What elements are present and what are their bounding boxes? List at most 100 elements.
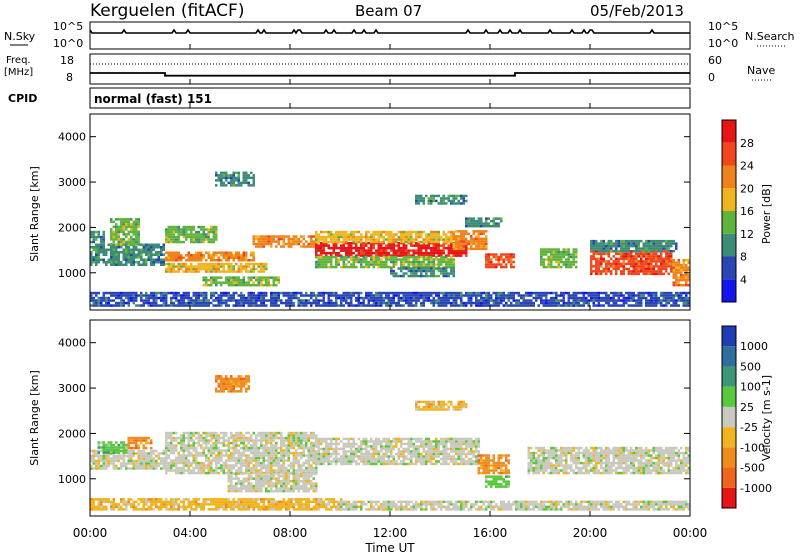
power-cell	[182, 296, 185, 300]
velocity-cell	[295, 469, 298, 472]
power-cell	[435, 199, 438, 203]
power-cell	[372, 251, 375, 255]
velocity-cell	[292, 431, 295, 435]
velocity-cell	[267, 449, 270, 452]
power-cell	[140, 304, 143, 307]
power-cell	[650, 242, 653, 245]
power-cell	[212, 238, 215, 241]
power-cell	[542, 294, 545, 297]
power-cell	[285, 294, 288, 297]
power-cell	[377, 265, 380, 269]
power-cell	[400, 258, 403, 261]
velocity-cell	[187, 454, 190, 457]
power-cell	[140, 296, 143, 300]
power-cell	[130, 299, 133, 302]
power-cell	[260, 301, 263, 305]
power-cell	[570, 255, 573, 259]
power-cell	[110, 220, 113, 224]
power-cell	[360, 301, 363, 305]
power-cell	[102, 235, 105, 239]
power-cell	[675, 281, 678, 284]
power-cell	[130, 218, 133, 221]
power-cell	[427, 233, 430, 236]
power-cell	[600, 255, 603, 258]
power-cell	[215, 265, 218, 268]
power-cell	[607, 252, 610, 256]
power-cell	[555, 255, 558, 259]
power-cell	[412, 254, 415, 257]
power-cell	[655, 244, 658, 248]
power-cell	[295, 291, 298, 295]
power-cell	[262, 304, 265, 307]
power-cell	[425, 265, 428, 269]
power-cell	[670, 294, 673, 297]
velocity-cell	[125, 454, 128, 458]
noise-label-right: N.Search	[745, 30, 795, 43]
power-cell	[252, 174, 255, 177]
power-cell	[685, 258, 688, 262]
velocity-cell	[97, 459, 100, 463]
power-cell	[165, 240, 168, 244]
power-cell	[230, 256, 233, 259]
power-cell	[227, 281, 230, 284]
power-cell	[192, 225, 195, 229]
power-cell	[652, 291, 655, 295]
power-cell	[115, 263, 118, 266]
power-cell	[355, 235, 358, 239]
power-cell	[360, 249, 363, 252]
velocity-cell	[302, 434, 305, 437]
velocity-cell	[222, 461, 225, 465]
power-cell	[205, 283, 208, 287]
velocity-cell	[150, 457, 153, 460]
power-cell	[637, 270, 640, 273]
power-cell	[110, 246, 113, 249]
power-cell	[102, 291, 105, 295]
velocity-cell	[277, 451, 280, 455]
power-cell	[202, 265, 205, 268]
power-cell	[342, 296, 345, 300]
power-cell	[590, 260, 593, 263]
power-cell	[550, 253, 553, 256]
power-cell	[412, 269, 415, 273]
power-cell	[497, 299, 500, 302]
power-cell	[175, 291, 178, 295]
velocity-cell	[167, 431, 170, 435]
velocity-cell	[140, 459, 143, 463]
power-cell	[127, 233, 130, 236]
power-cell	[402, 246, 405, 250]
power-cell	[462, 232, 465, 236]
velocity-cell	[215, 439, 218, 442]
power-cell	[500, 263, 503, 266]
power-cell	[410, 235, 413, 239]
velocity-cell	[232, 439, 235, 442]
power-cell	[455, 235, 458, 238]
power-cell	[197, 265, 200, 268]
power-cell	[232, 270, 235, 273]
velocity-cell	[227, 449, 230, 452]
power-cell	[352, 294, 355, 297]
power-cell	[270, 235, 273, 238]
velocity-cell	[172, 459, 175, 462]
power-cell	[100, 301, 103, 305]
power-cell	[640, 239, 643, 243]
power-cell	[225, 291, 228, 295]
power-cell	[455, 237, 458, 241]
power-cell	[240, 304, 243, 307]
power-cell	[235, 283, 238, 287]
velocity-cell	[95, 454, 98, 458]
power-cell	[472, 217, 475, 220]
power-cell	[490, 299, 493, 302]
power-cell	[177, 294, 180, 297]
power-cell	[370, 235, 373, 239]
power-cell	[402, 258, 405, 261]
power-cell	[97, 243, 100, 246]
power-cell	[417, 230, 420, 234]
power-cell	[400, 265, 403, 269]
power-cell	[330, 260, 333, 264]
power-cell	[407, 274, 410, 278]
power-cell	[427, 265, 430, 269]
power-cell	[587, 301, 590, 305]
power-cell	[482, 299, 485, 302]
power-cell	[427, 299, 430, 302]
